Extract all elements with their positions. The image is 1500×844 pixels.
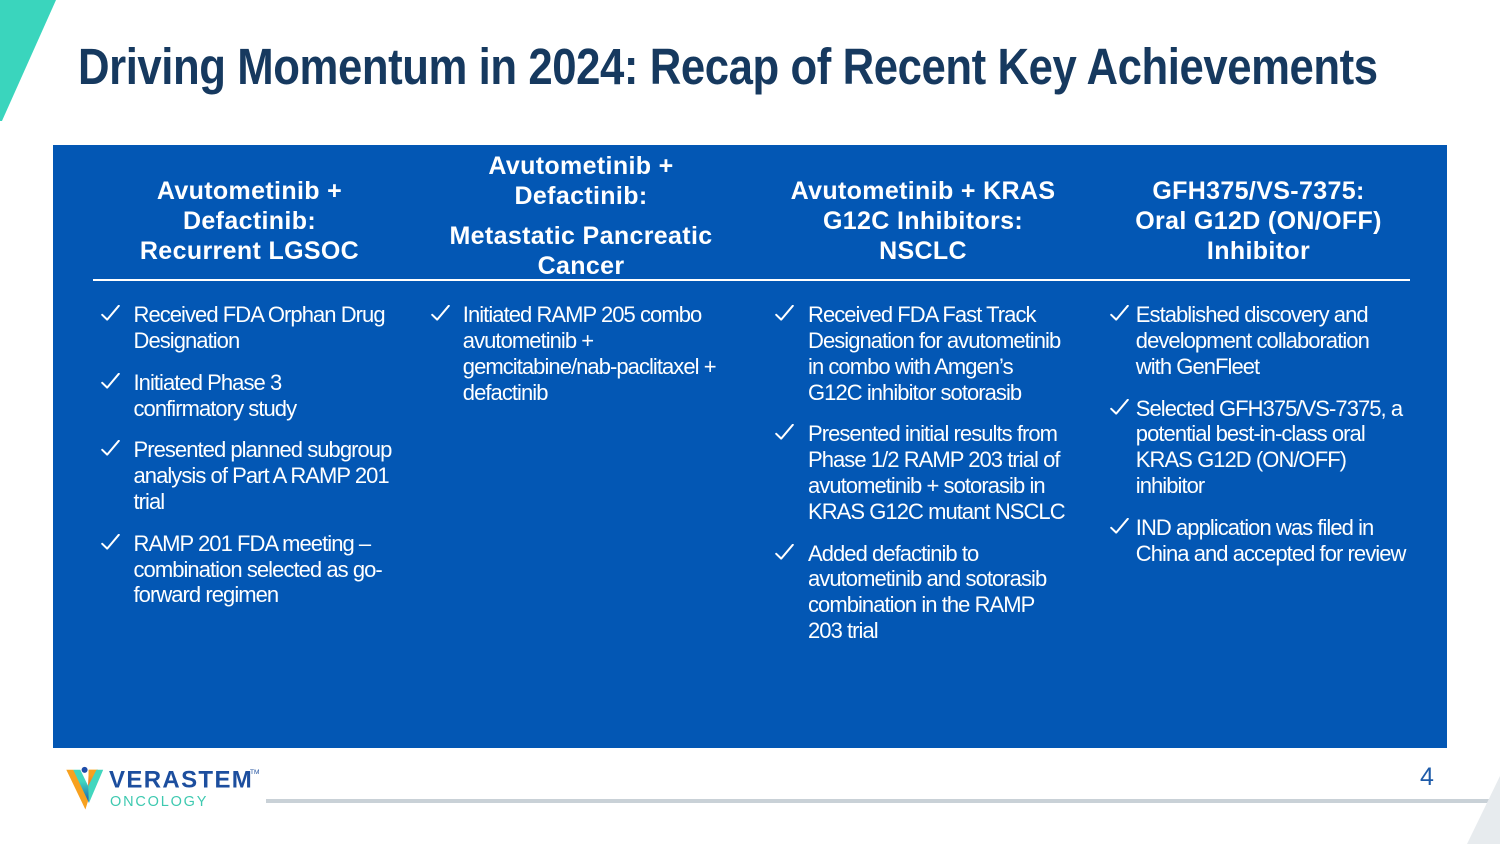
svg-text:TM: TM xyxy=(250,769,259,776)
svg-text:VERASTEM: VERASTEM xyxy=(109,767,253,794)
svg-text:ONCOLOGY: ONCOLOGY xyxy=(110,794,208,810)
